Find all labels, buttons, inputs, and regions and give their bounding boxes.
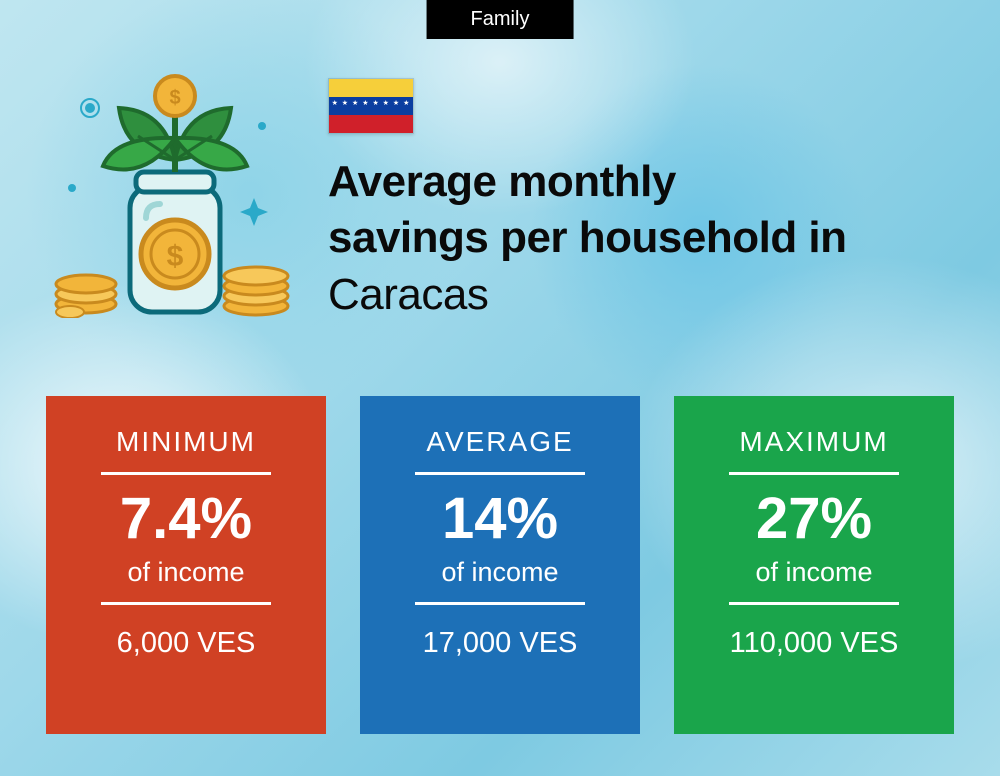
divider: [729, 472, 899, 475]
savings-jar-illustration: $ $: [50, 68, 290, 318]
headline-line1: Average monthly: [328, 154, 960, 210]
card-subtext: of income: [441, 557, 558, 588]
card-subtext: of income: [127, 557, 244, 588]
divider: [729, 602, 899, 605]
coin-stack-left-icon: [56, 275, 116, 318]
headline-city: Caracas: [328, 267, 960, 323]
jar-coin-icon: $: [141, 220, 209, 288]
venezuela-flag-icon: ★ ★ ★ ★ ★ ★ ★ ★: [328, 78, 414, 134]
card-amount: 110,000 VES: [730, 627, 899, 660]
category-tag: Family: [427, 0, 574, 39]
headline: Average monthly savings per household in…: [328, 154, 960, 323]
card-average: AVERAGE 14% of income 17,000 VES: [360, 396, 640, 734]
top-coin-icon: $: [155, 76, 195, 116]
divider: [415, 472, 585, 475]
flag-stripe-bot: [329, 115, 413, 133]
card-minimum: MINIMUM 7.4% of income 6,000 VES: [46, 396, 326, 734]
card-percent: 27%: [756, 487, 872, 551]
flag-stars-icon: ★ ★ ★ ★ ★ ★ ★ ★: [329, 99, 413, 107]
card-percent: 14%: [442, 487, 558, 551]
card-label: AVERAGE: [426, 426, 573, 458]
divider: [415, 602, 585, 605]
card-maximum: MAXIMUM 27% of income 110,000 VES: [674, 396, 954, 734]
card-percent: 7.4%: [120, 487, 252, 551]
divider: [101, 602, 271, 605]
card-label: MAXIMUM: [739, 426, 888, 458]
card-amount: 6,000 VES: [117, 627, 256, 660]
stat-cards: MINIMUM 7.4% of income 6,000 VES AVERAGE…: [46, 396, 954, 734]
card-subtext: of income: [755, 557, 872, 588]
flag-stripe-top: [329, 79, 413, 97]
coin-stack-right-icon: [224, 267, 288, 315]
card-amount: 17,000 VES: [423, 627, 578, 660]
card-label: MINIMUM: [116, 426, 256, 458]
svg-text:$: $: [169, 87, 180, 109]
divider: [101, 472, 271, 475]
flag-stripe-mid: ★ ★ ★ ★ ★ ★ ★ ★: [329, 97, 413, 115]
headline-line2: savings per household in: [328, 210, 960, 266]
svg-text:$: $: [167, 240, 184, 273]
